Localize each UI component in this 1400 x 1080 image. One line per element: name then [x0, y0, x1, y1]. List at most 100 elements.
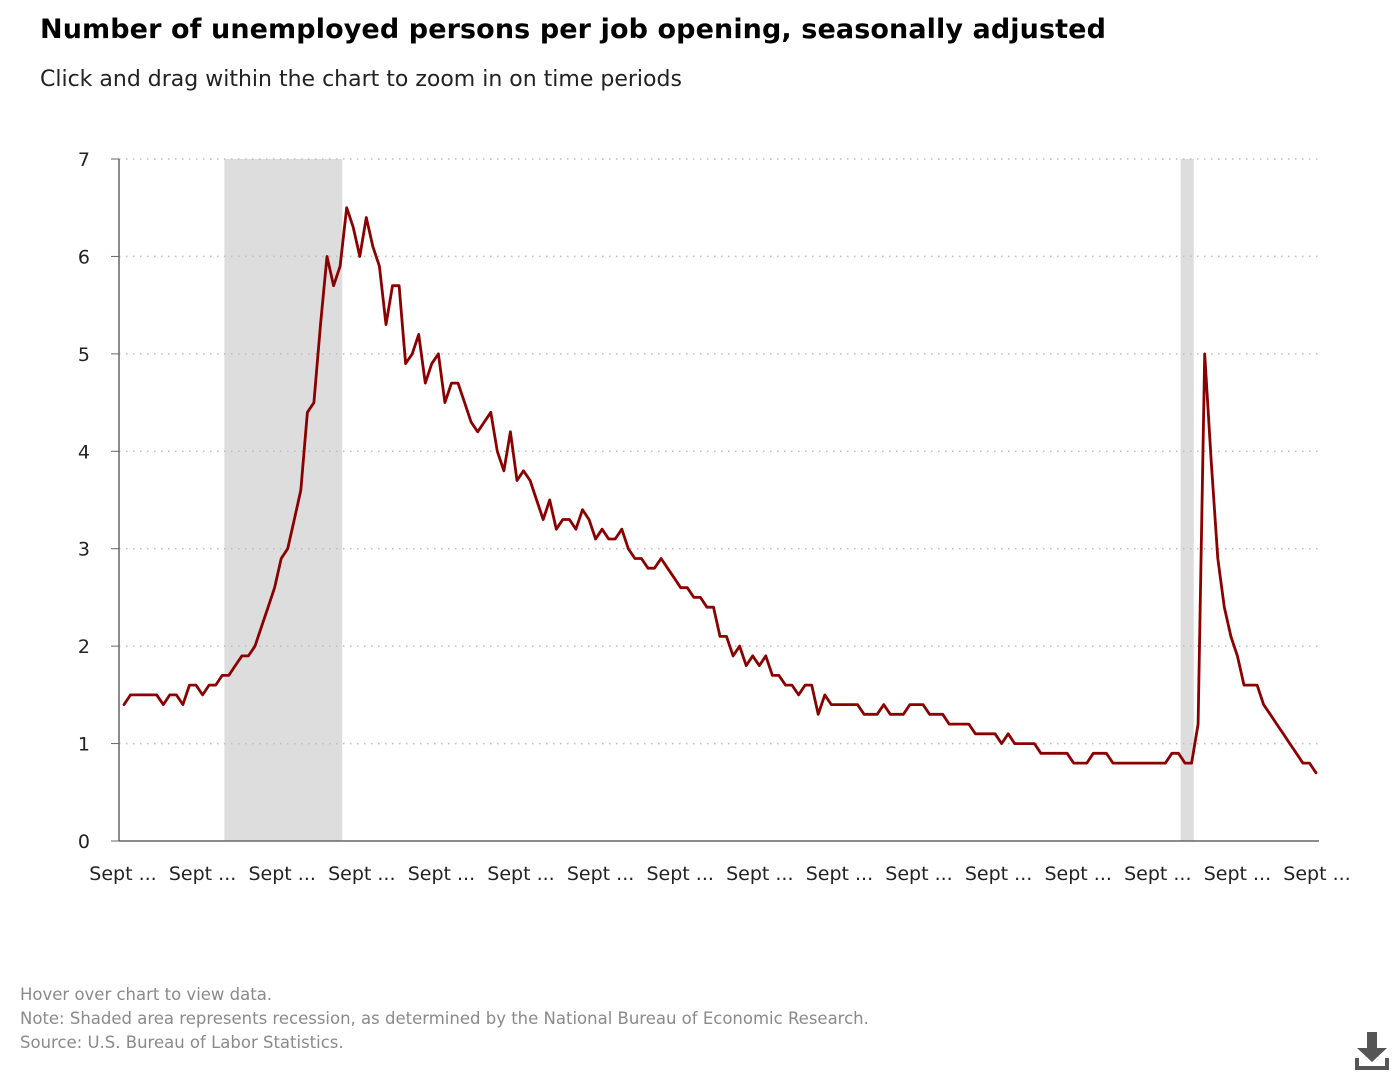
data-point-151 — [1103, 750, 1109, 756]
data-point-16 — [219, 672, 225, 678]
data-point-13 — [200, 692, 206, 698]
data-point-30 — [311, 400, 317, 406]
data-point-24 — [272, 585, 278, 591]
x-tick-label-9: Sept ... — [726, 863, 793, 885]
chart-footer: Hover over chart to view data. Note: Sha… — [20, 983, 869, 1055]
data-point-83 — [658, 556, 664, 562]
data-point-63 — [527, 478, 533, 484]
data-point-156 — [1136, 760, 1142, 766]
y-tick-label-4: 4 — [78, 441, 90, 463]
download-icon[interactable] — [1352, 1030, 1392, 1074]
data-point-169 — [1221, 604, 1227, 610]
data-point-144 — [1058, 750, 1064, 756]
data-point-100 — [769, 672, 775, 678]
data-point-146 — [1071, 760, 1077, 766]
data-point-54 — [468, 419, 474, 425]
data-point-44 — [403, 361, 409, 367]
x-tick-label-11: Sept ... — [885, 863, 952, 885]
data-point-68 — [560, 517, 566, 523]
data-point-56 — [481, 419, 487, 425]
data-point-161 — [1169, 750, 1175, 756]
data-point-178 — [1280, 731, 1286, 737]
data-point-40 — [376, 263, 382, 269]
data-point-45 — [409, 351, 415, 357]
data-point-22 — [259, 624, 265, 630]
data-point-91 — [711, 604, 717, 610]
data-point-74 — [599, 526, 605, 532]
data-point-36 — [350, 224, 356, 230]
data-point-48 — [429, 361, 435, 367]
data-point-64 — [534, 497, 540, 503]
data-point-158 — [1149, 760, 1155, 766]
data-point-69 — [566, 517, 572, 523]
data-point-65 — [540, 517, 546, 523]
data-point-121 — [907, 702, 913, 708]
data-point-66 — [547, 497, 553, 503]
data-point-38 — [363, 215, 369, 221]
data-point-116 — [874, 711, 880, 717]
x-tick-label-13: Sept ... — [1044, 863, 1111, 885]
x-tick-label-7: Sept ... — [567, 863, 634, 885]
x-tick-label-16: Sept ... — [1283, 863, 1350, 885]
data-point-113 — [855, 702, 861, 708]
data-point-104 — [796, 692, 802, 698]
data-point-42 — [390, 283, 396, 289]
data-point-135 — [999, 741, 1005, 747]
data-point-88 — [691, 594, 697, 600]
data-point-155 — [1130, 760, 1136, 766]
data-point-105 — [802, 682, 808, 688]
x-tick-label-1: Sept ... — [89, 863, 156, 885]
data-point-5 — [147, 692, 153, 698]
data-point-119 — [894, 711, 900, 717]
data-point-33 — [331, 283, 337, 289]
data-point-21 — [252, 643, 258, 649]
data-point-80 — [638, 556, 644, 562]
series-layer — [122, 206, 1318, 775]
data-point-177 — [1274, 721, 1280, 727]
x-tick-label-8: Sept ... — [646, 863, 713, 885]
y-tick-label-3: 3 — [78, 539, 90, 561]
data-point-15 — [213, 682, 219, 688]
data-point-23 — [265, 604, 271, 610]
data-point-97 — [750, 653, 756, 659]
data-point-127 — [946, 721, 952, 727]
data-point-92 — [717, 633, 723, 639]
x-tick-label-2: Sept ... — [169, 863, 236, 885]
data-point-110 — [835, 702, 841, 708]
data-point-172 — [1241, 682, 1247, 688]
data-point-31 — [318, 322, 324, 328]
data-point-152 — [1110, 760, 1116, 766]
data-point-7 — [160, 702, 166, 708]
data-point-132 — [979, 731, 985, 737]
y-tick-label-1: 1 — [78, 734, 90, 756]
recession-band-2 — [1180, 159, 1194, 841]
data-point-6 — [154, 692, 160, 698]
data-point-72 — [586, 517, 592, 523]
data-point-27 — [291, 517, 297, 523]
data-point-49 — [435, 351, 441, 357]
data-point-75 — [606, 536, 612, 542]
data-point-180 — [1293, 750, 1299, 756]
data-point-70 — [573, 526, 579, 532]
data-point-114 — [861, 711, 867, 717]
x-tick-label-10: Sept ... — [806, 863, 873, 885]
data-point-173 — [1248, 682, 1254, 688]
data-point-162 — [1176, 750, 1182, 756]
data-point-120 — [900, 711, 906, 717]
data-point-148 — [1084, 760, 1090, 766]
data-point-89 — [697, 594, 703, 600]
data-point-25 — [278, 556, 284, 562]
x-tick-label-12: Sept ... — [965, 863, 1032, 885]
y-tick-label-5: 5 — [78, 344, 90, 366]
data-point-106 — [809, 682, 815, 688]
data-point-55 — [475, 429, 481, 435]
recession-band-1 — [224, 159, 343, 841]
source-note: Source: U.S. Bureau of Labor Statistics. — [20, 1033, 344, 1052]
data-point-165 — [1195, 721, 1201, 727]
data-point-125 — [933, 711, 939, 717]
chart-subtitle: Click and drag within the chart to zoom … — [40, 67, 682, 92]
data-point-160 — [1162, 760, 1168, 766]
recession-note: Note: Shaded area represents recession, … — [20, 1009, 869, 1028]
data-point-43 — [396, 283, 402, 289]
